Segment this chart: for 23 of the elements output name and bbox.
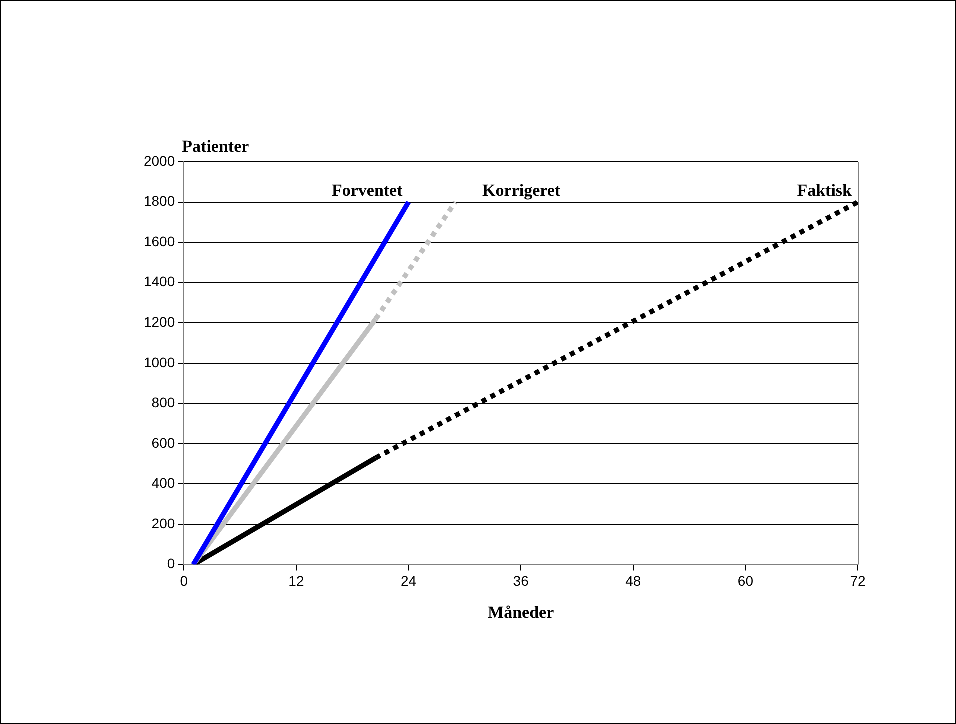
y-tick-label: 0	[167, 556, 176, 572]
y-tick-label: 1600	[144, 233, 176, 250]
y-tick-label: 200	[152, 515, 176, 532]
series-label: Korrigeret	[482, 181, 561, 200]
x-tick-label: 72	[850, 573, 866, 590]
y-tick-label: 1400	[144, 274, 176, 290]
x-tick-label: 24	[400, 573, 417, 590]
y-axis-title: Patienter	[182, 136, 250, 156]
y-tick-label: 1000	[144, 354, 176, 370]
y-tick-label: 400	[152, 475, 176, 492]
x-tick-label: 60	[738, 573, 754, 590]
x-tick-label: 12	[288, 573, 304, 590]
x-tick-label: 36	[513, 573, 530, 590]
y-tick-label: 800	[152, 394, 176, 411]
y-tick-label: 1800	[144, 193, 176, 210]
x-axis-title: Måneder	[488, 603, 555, 622]
y-tick-label: 2000	[144, 152, 176, 169]
series-label: Faktisk	[797, 181, 853, 200]
x-tick-label: 48	[626, 573, 642, 590]
y-tick-label: 1200	[144, 314, 176, 330]
series-label: Forventet	[332, 181, 404, 200]
y-tick-label: 600	[152, 434, 176, 451]
x-tick-label: 0	[180, 573, 188, 590]
